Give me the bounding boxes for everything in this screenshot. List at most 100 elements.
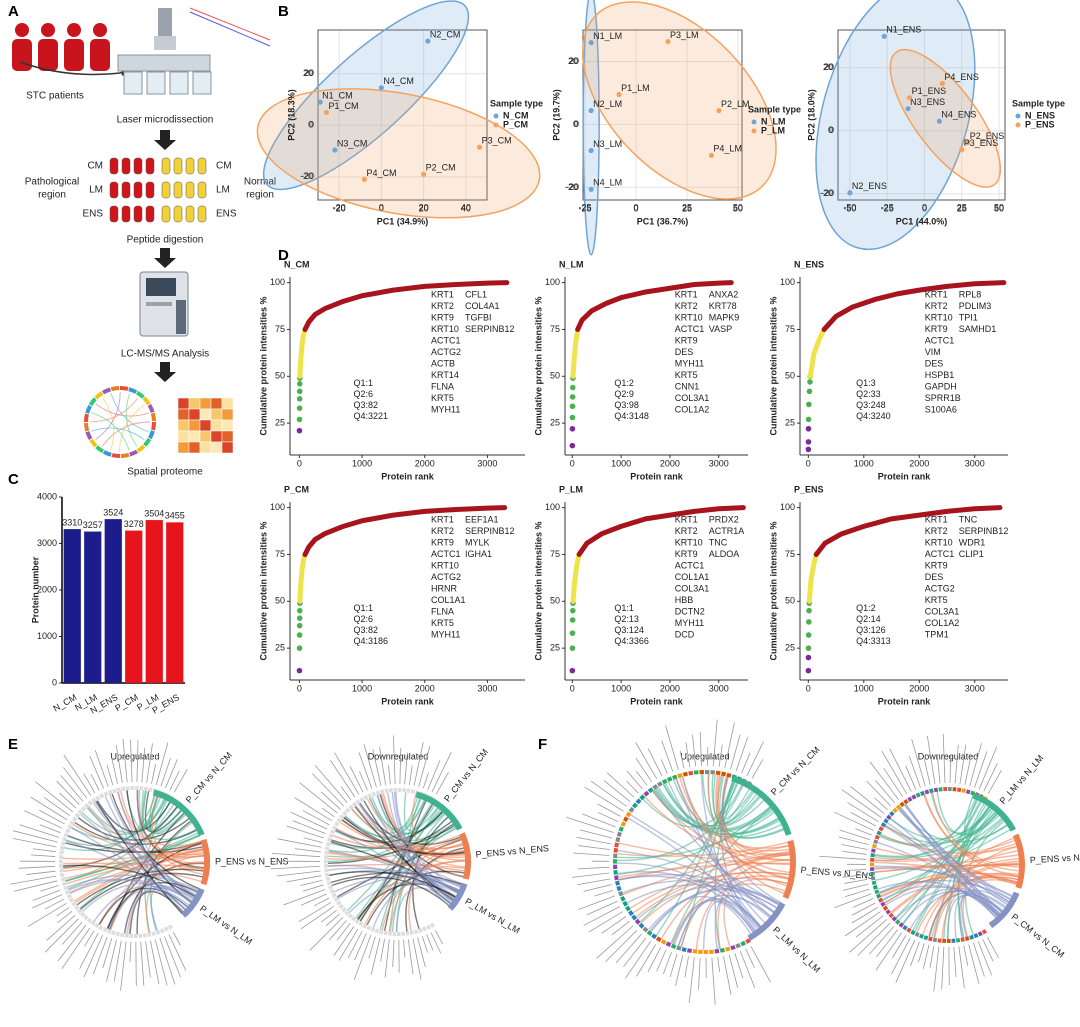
heat-cell — [188, 430, 201, 443]
term-segment — [871, 848, 876, 853]
term-text — [983, 762, 998, 792]
tube — [161, 205, 171, 223]
point — [477, 144, 483, 150]
term-text — [94, 750, 109, 787]
term-segment — [874, 889, 880, 895]
term-segment — [880, 901, 886, 907]
circos-seg — [89, 438, 98, 448]
quartile-label: Q3:126 — [856, 625, 886, 635]
term-text — [597, 803, 621, 817]
term-segment — [64, 889, 71, 895]
chord-link — [123, 890, 187, 934]
term-text — [93, 936, 108, 974]
term-text — [850, 785, 885, 814]
circos-seg — [143, 437, 152, 447]
term-text — [661, 740, 674, 772]
point-label: N1_ENS — [886, 25, 921, 35]
term-text — [164, 936, 181, 978]
chord-link — [617, 811, 776, 859]
term-segment — [359, 797, 365, 803]
tube — [145, 205, 155, 223]
x-tick-label: 40 — [461, 203, 471, 213]
term-segment — [714, 948, 720, 954]
term-text — [675, 955, 684, 987]
term-segment — [676, 945, 682, 951]
term-segment — [613, 869, 618, 875]
term-segment — [413, 929, 419, 935]
term-segment — [167, 924, 173, 930]
region-title: region — [246, 190, 274, 201]
chart-title: P_CM — [284, 484, 309, 494]
legend-label: P_ENS — [1025, 119, 1055, 129]
term-text — [358, 752, 373, 789]
protein-label: KRT1 — [431, 289, 454, 299]
term-text — [283, 889, 326, 906]
point-label: P4_LM — [713, 144, 742, 154]
point — [588, 147, 594, 154]
term-segment — [330, 829, 336, 835]
protein-label: TGFBI — [465, 312, 492, 322]
term-text — [300, 893, 327, 906]
chord-link — [664, 783, 760, 827]
term-text — [660, 759, 668, 774]
protein-label: ACTG2 — [925, 583, 955, 593]
heat-cell — [188, 397, 201, 410]
term-text — [739, 951, 756, 988]
term-segment — [682, 771, 688, 777]
term-segment — [965, 789, 971, 795]
term-text — [172, 932, 181, 946]
quartile-label: Q2:6 — [353, 614, 373, 624]
term-segment — [872, 885, 878, 890]
curve — [806, 551, 819, 604]
point — [569, 394, 576, 400]
panel-label: D — [278, 247, 289, 264]
protein-label: COL1A2 — [675, 404, 710, 414]
term-segment — [61, 881, 67, 887]
circos-seg — [150, 412, 156, 422]
term-segment — [735, 943, 741, 949]
protein-label: RPL8 — [959, 289, 982, 299]
protein-label: CFL1 — [465, 289, 487, 299]
term-segment — [77, 809, 84, 815]
chord-link — [681, 776, 766, 924]
chord-link — [622, 879, 778, 910]
term-segment — [634, 918, 641, 925]
tube — [109, 157, 119, 175]
point — [296, 667, 303, 674]
point — [616, 91, 622, 98]
heat-cell — [199, 430, 212, 443]
quartile-label: Q3:82 — [353, 400, 378, 410]
tube — [121, 205, 131, 223]
protein-label: KRT1 — [675, 289, 698, 299]
heat-cell — [210, 397, 223, 410]
chord-link — [618, 842, 791, 866]
term-text — [35, 781, 73, 813]
point — [296, 607, 303, 614]
term-text — [89, 755, 104, 789]
term-text — [168, 934, 187, 971]
protein-label: ACTC1 — [925, 549, 955, 559]
protein-label: SAMHD1 — [959, 324, 997, 334]
term-text — [46, 914, 76, 941]
term-text — [875, 932, 903, 971]
tube — [185, 181, 195, 199]
point — [806, 607, 812, 614]
term-segment — [60, 845, 65, 851]
term-segment — [341, 907, 347, 913]
arrow — [154, 130, 176, 150]
y-tick-label: 0 — [309, 120, 314, 130]
y-tick-label: 0 — [308, 120, 313, 130]
term-text — [910, 941, 920, 967]
term-text — [635, 742, 658, 780]
circos-link — [102, 397, 115, 451]
y-tick-label: -20 — [565, 182, 578, 192]
term-segment — [336, 900, 342, 906]
circos-seg — [120, 452, 130, 458]
term-text — [370, 937, 381, 975]
term-text — [847, 802, 879, 823]
point — [296, 395, 303, 402]
term-segment — [638, 922, 645, 929]
chord-link — [138, 790, 205, 876]
term-text — [130, 739, 133, 783]
x-tick-label: 0 — [806, 458, 811, 468]
